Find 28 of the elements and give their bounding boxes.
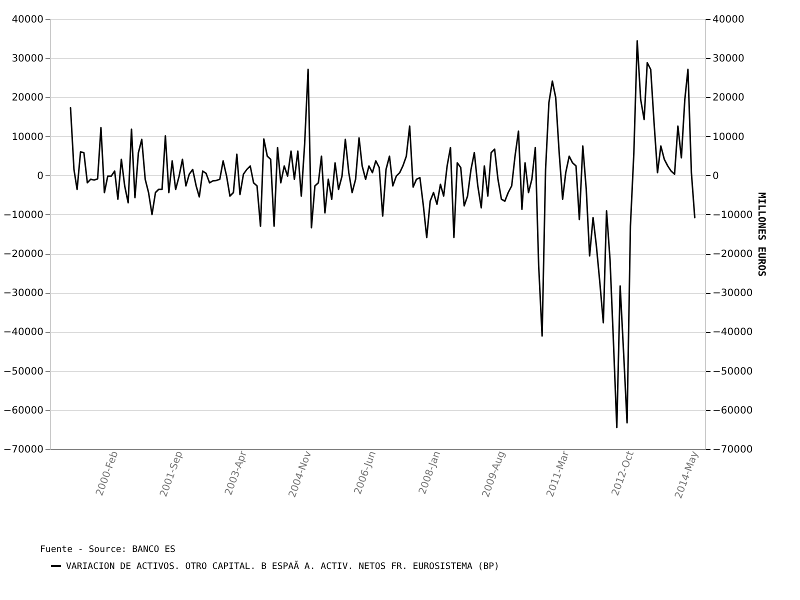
line-series <box>70 40 696 428</box>
y-tick-label: −70000 <box>3 444 44 456</box>
y2-tick-label: −70000 <box>712 444 753 456</box>
source-note: Fuente - Source: BANCO ES <box>40 545 176 555</box>
y2-axis-title: MILLONES EUROS <box>756 192 767 277</box>
legend-label: VARIACION DE ACTIVOS. OTRO CAPITAL. B ESPAÃ A. ACTIV. NETOS FR. EUROSISTEMA (BP) <box>66 560 500 572</box>
y-tick-label: −40000 <box>3 327 44 338</box>
y2-tick-label: 10000 <box>712 132 744 143</box>
y2-tick-label: −10000 <box>712 210 753 221</box>
y2-tick-label: −60000 <box>712 405 753 416</box>
y-tick-label: 0 <box>37 170 44 182</box>
y-tick-label: −50000 <box>3 366 44 378</box>
y2-tick-label: −50000 <box>712 366 753 378</box>
y-tick-label: 30000 <box>12 54 44 65</box>
y-tick-label: −60000 <box>3 405 44 416</box>
y-tick-label: 40000 <box>12 14 44 26</box>
y2-tick-label: −30000 <box>712 288 753 300</box>
y-tick-label: 20000 <box>12 92 44 104</box>
y-tick-label: −10000 <box>3 210 44 221</box>
y2-tick-label: 0 <box>712 170 719 182</box>
y-tick-label: −20000 <box>3 249 44 260</box>
y2-tick-label: 20000 <box>712 92 744 104</box>
y-tick-label: 10000 <box>12 132 44 143</box>
y2-tick-label: −20000 <box>712 249 753 260</box>
y2-tick-label: −40000 <box>712 327 753 338</box>
y2-tick-label: 30000 <box>712 54 744 65</box>
y2-tick-label: 40000 <box>712 14 744 26</box>
y-tick-label: −30000 <box>3 288 44 300</box>
